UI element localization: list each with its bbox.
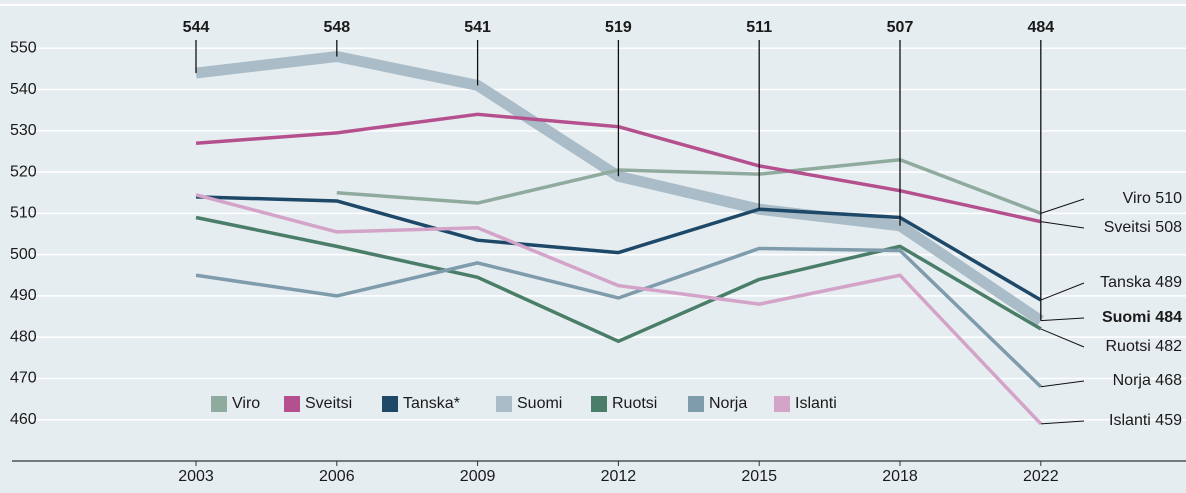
x-tick-label: 2003 [178, 468, 214, 485]
end-leader [1040, 380, 1085, 388]
end-label-name: Islanti [1109, 412, 1151, 429]
legend-label: Islanti [795, 395, 837, 412]
end-leader [1040, 221, 1085, 229]
data-label: 484 [1027, 19, 1054, 36]
data-label: 507 [887, 19, 914, 36]
y-tick-label: 520 [10, 163, 37, 180]
legend-label: Viro [232, 395, 260, 412]
x-tick-label: 2006 [319, 468, 355, 485]
end-label-value: 508 [1155, 219, 1182, 236]
series-line [195, 215, 1042, 344]
data-label: 511 [746, 19, 772, 36]
end-leader [1040, 328, 1085, 348]
end-label-value: 468 [1155, 372, 1182, 389]
y-tick-label: 500 [10, 246, 37, 263]
x-tick-label: 2015 [741, 468, 777, 485]
end-label-value: 489 [1155, 274, 1182, 291]
end-label-name: Viro [1123, 190, 1151, 207]
data-label: 519 [605, 19, 632, 36]
y-tick-label: 530 [10, 122, 37, 139]
end-leader [1040, 198, 1085, 214]
end-label-name: Tanska [1100, 274, 1151, 291]
end-leader [1040, 317, 1085, 322]
end-label-value: 482 [1155, 338, 1182, 355]
legend-swatch [496, 396, 512, 412]
end-label: Norja 468 [1113, 372, 1182, 389]
end-label: Viro 510 [1123, 190, 1182, 207]
y-tick-label: 490 [10, 287, 37, 304]
end-label: Suomi 484 [1102, 309, 1182, 326]
end-leader [1040, 282, 1085, 301]
legend-swatch [591, 396, 607, 412]
series-line [195, 193, 1043, 426]
end-label-name: Ruotsi [1105, 338, 1150, 355]
series-line [195, 246, 1043, 388]
y-tick-label: 480 [10, 328, 37, 345]
end-label-value: 484 [1155, 309, 1182, 326]
end-label: Sveitsi 508 [1104, 219, 1182, 236]
x-tick-label: 2009 [460, 468, 496, 485]
legend-swatch [774, 396, 790, 412]
legend-label: Suomi [517, 395, 562, 412]
end-label-name: Norja [1113, 372, 1151, 389]
legend-label: Sveitsi [305, 395, 352, 412]
y-tick-label: 510 [10, 205, 37, 222]
y-tick-label: 470 [10, 370, 37, 387]
y-tick-label: 460 [10, 411, 37, 428]
legend-label: Ruotsi [612, 395, 657, 412]
end-label-name: Sveitsi [1104, 219, 1151, 236]
x-tick-label: 2022 [1023, 468, 1059, 485]
data-label: 548 [323, 19, 350, 36]
data-label: 544 [183, 19, 210, 36]
end-label-value: 459 [1155, 412, 1182, 429]
end-label-value: 510 [1155, 190, 1182, 207]
data-label: 541 [464, 19, 491, 36]
x-tick-label: 2018 [882, 468, 918, 485]
end-leader [1040, 420, 1085, 425]
legend-swatch [688, 396, 704, 412]
legend-swatch [284, 396, 300, 412]
legend-swatch [382, 396, 398, 412]
x-tick-label: 2012 [601, 468, 637, 485]
end-label: Islanti 459 [1109, 412, 1182, 429]
legend-label: Tanska* [403, 395, 460, 412]
end-label-name: Suomi [1102, 309, 1151, 326]
legend-swatch [211, 396, 227, 412]
y-tick-label: 550 [10, 39, 37, 56]
y-tick-label: 540 [10, 81, 37, 98]
end-label: Tanska 489 [1100, 274, 1182, 291]
series-line [336, 157, 1042, 215]
end-label: Ruotsi 482 [1105, 338, 1182, 355]
legend-label: Norja [709, 395, 747, 412]
